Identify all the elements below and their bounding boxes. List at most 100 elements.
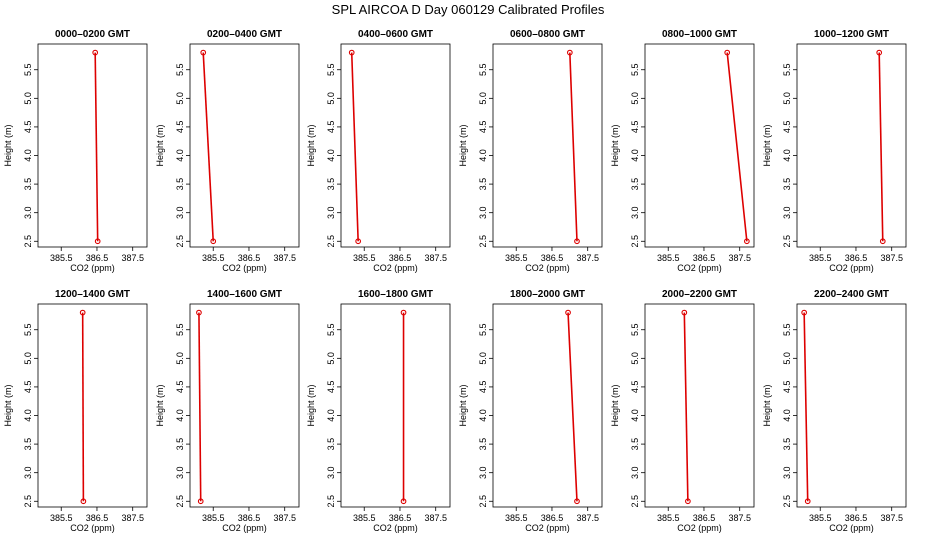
panel-title: 0400–0600 GMT <box>358 29 433 40</box>
y-axis-label: Height (m) <box>3 384 13 426</box>
y-tick-label: 4.0 <box>175 409 185 422</box>
y-tick-label: 5.5 <box>326 63 336 76</box>
x-axis-label: CO2 (ppm) <box>70 263 115 273</box>
profile-point <box>876 49 883 56</box>
x-axis-label: CO2 (ppm) <box>829 523 874 533</box>
x-tick-label: 385.5 <box>809 513 832 523</box>
profile-point <box>400 309 407 316</box>
x-tick-label: 387.5 <box>424 253 447 263</box>
y-tick-label: 3.0 <box>630 466 640 479</box>
y-tick-label: 4.0 <box>630 149 640 162</box>
x-tick-label: 386.5 <box>845 513 868 523</box>
y-tick-label: 5.0 <box>782 352 792 365</box>
plot-frame <box>37 43 148 248</box>
y-tick-label: 3.5 <box>23 178 33 191</box>
panel-5: 1000–1200 GMT 385.5 386.5 387.5 2.5 3.0 3.5 4.0… <box>762 29 907 273</box>
y-tick-label: 2.5 <box>23 495 33 508</box>
y-tick-label: 5.0 <box>478 352 488 365</box>
profile-line <box>94 52 99 242</box>
profile-point <box>348 49 355 56</box>
profile-point <box>196 309 202 316</box>
x-axis-label: CO2 (ppm) <box>677 523 722 533</box>
panel-title: 0200–0400 GMT <box>207 29 282 40</box>
x-tick-label: 385.5 <box>657 513 680 523</box>
x-tick-label: 386.5 <box>693 513 716 523</box>
plot-frame <box>37 303 148 508</box>
y-tick-label: 5.5 <box>630 323 640 336</box>
plot-frame <box>189 303 300 508</box>
y-tick-label: 3.0 <box>478 466 488 479</box>
panel-8: 1600–1800 GMT 385.5 386.5 387.5 2.5 3.0 3.5 4.0… <box>306 289 451 533</box>
x-axis-label: CO2 (ppm) <box>222 263 267 273</box>
y-tick-label: 5.0 <box>175 92 185 105</box>
x-tick-label: 387.5 <box>728 253 751 263</box>
panel-4: 0800–1000 GMT 385.5 386.5 387.5 2.5 3.0 3.5 4.0… <box>610 29 755 273</box>
profile-line <box>726 52 748 242</box>
x-tick-label: 386.5 <box>389 513 412 523</box>
y-tick-label: 2.5 <box>630 235 640 248</box>
y-tick-label: 2.5 <box>478 235 488 248</box>
y-axis-label: Height (m) <box>762 124 772 166</box>
profile-point <box>804 498 811 505</box>
y-tick-label: 3.5 <box>782 438 792 451</box>
y-axis-label: Height (m) <box>458 384 468 426</box>
profile-point <box>801 309 807 316</box>
y-tick-label: 5.0 <box>326 352 336 365</box>
profile-line <box>350 52 359 242</box>
y-tick-label: 2.5 <box>326 235 336 248</box>
panel-title: 1200–1400 GMT <box>55 289 130 300</box>
x-tick-label: 387.5 <box>880 253 903 263</box>
y-tick-label: 3.5 <box>630 438 640 451</box>
profile-line <box>567 312 578 502</box>
profile-point <box>200 49 207 56</box>
x-tick-label: 385.5 <box>50 513 73 523</box>
y-tick-label: 5.5 <box>630 63 640 76</box>
y-tick-label: 3.0 <box>175 206 185 219</box>
y-tick-label: 5.0 <box>23 92 33 105</box>
y-tick-label: 5.0 <box>175 352 185 365</box>
panel-3: 0600–0800 GMT 385.5 386.5 387.5 2.5 3.0 3.5 4.0… <box>458 29 603 273</box>
profile-line <box>569 52 578 242</box>
figure-title: SPL AIRCOA D Day 060129 Calibrated Profi… <box>332 2 605 17</box>
y-tick-label: 4.5 <box>782 381 792 394</box>
panel-1: 0200–0400 GMT 385.5 386.5 387.5 2.5 3.0 3.5 4.0… <box>155 29 300 273</box>
y-tick-label: 2.5 <box>630 495 640 508</box>
panel-6: 1200–1400 GMT 385.5 386.5 387.5 2.5 3.0 3.5 4.0… <box>3 289 148 533</box>
x-tick-label: 386.5 <box>693 253 716 263</box>
x-tick-label: 387.5 <box>273 513 296 523</box>
x-tick-label: 385.5 <box>202 513 225 523</box>
plot-frame <box>796 303 907 508</box>
profile-point <box>355 238 362 245</box>
y-tick-label: 5.0 <box>630 92 640 105</box>
y-tick-label: 3.0 <box>782 466 792 479</box>
plot-frame <box>492 43 603 248</box>
y-axis-label: Height (m) <box>3 124 13 166</box>
y-tick-label: 3.0 <box>23 466 33 479</box>
plot-frame <box>189 43 300 248</box>
x-tick-label: 385.5 <box>657 253 680 263</box>
profile-point <box>685 498 691 505</box>
profile-line <box>683 312 689 502</box>
y-tick-label: 4.0 <box>478 149 488 162</box>
plot-frame <box>644 43 755 248</box>
x-tick-label: 387.5 <box>576 513 599 523</box>
y-axis-label: Height (m) <box>458 124 468 166</box>
y-tick-label: 3.5 <box>23 438 33 451</box>
y-tick-label: 3.5 <box>326 178 336 191</box>
panel-title: 0000–0200 GMT <box>55 29 130 40</box>
y-tick-label: 4.5 <box>478 381 488 394</box>
x-tick-label: 386.5 <box>86 513 109 523</box>
profile-line <box>81 312 85 502</box>
y-tick-label: 5.5 <box>23 323 33 336</box>
panel-2: 0400–0600 GMT 385.5 386.5 387.5 2.5 3.0 3.5 4.0… <box>306 29 451 273</box>
y-tick-label: 2.5 <box>175 235 185 248</box>
y-tick-label: 3.5 <box>175 438 185 451</box>
profile-point <box>879 238 886 245</box>
y-axis-label: Height (m) <box>610 384 620 426</box>
y-tick-label: 4.5 <box>175 381 185 394</box>
y-tick-label: 4.0 <box>23 149 33 162</box>
panel-11: 2200–2400 GMT 385.5 386.5 387.5 2.5 3.0 3.5 4.0… <box>762 289 907 533</box>
y-tick-label: 5.5 <box>782 323 792 336</box>
x-axis-label: CO2 (ppm) <box>677 263 722 273</box>
panel-7: 1400–1600 GMT 385.5 386.5 387.5 2.5 3.0 3.5 4.0… <box>155 289 300 533</box>
